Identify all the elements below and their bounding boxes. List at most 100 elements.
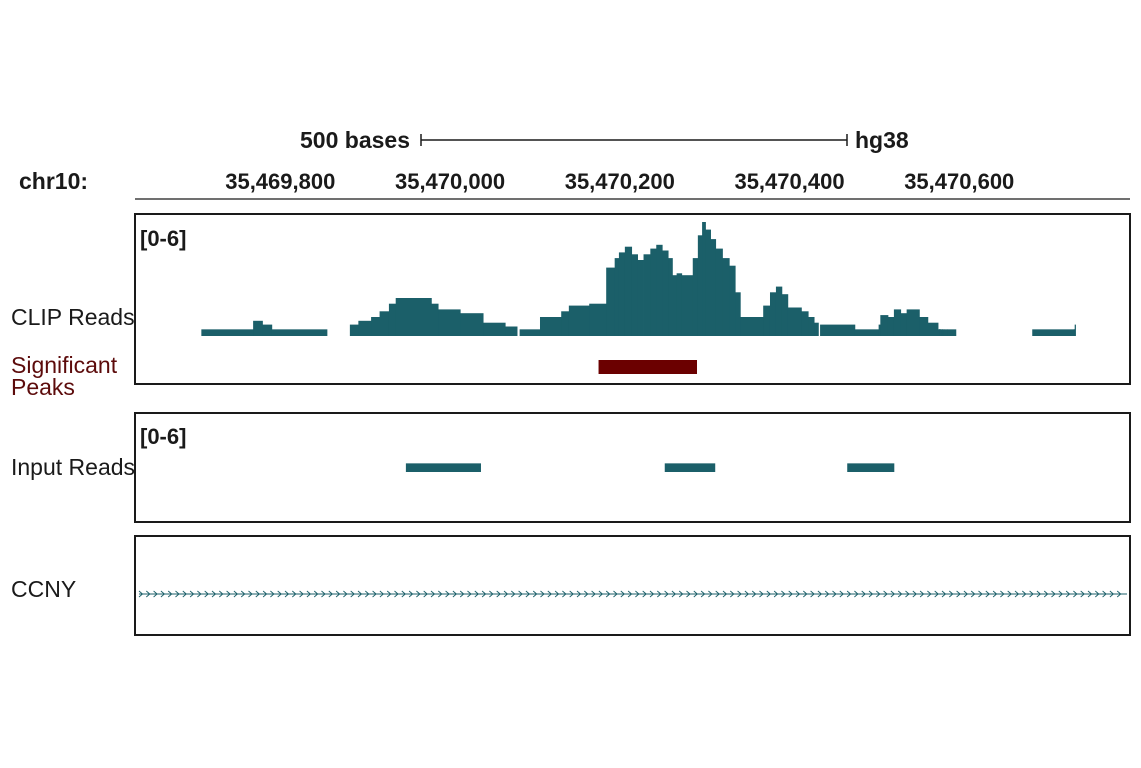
strand-arrow bbox=[240, 590, 246, 598]
strand-arrow bbox=[949, 590, 954, 598]
clip-coverage-bar bbox=[201, 329, 254, 336]
strand-arrow bbox=[963, 590, 969, 598]
strand-arrow bbox=[1073, 590, 1078, 598]
strand-arrow bbox=[817, 590, 823, 598]
strand-arrow bbox=[335, 590, 341, 598]
strand-arrow bbox=[146, 590, 151, 598]
strand-arrow bbox=[292, 590, 297, 598]
strand-arrow bbox=[255, 590, 260, 598]
strand-arrow bbox=[824, 590, 830, 598]
clip-coverage-bar bbox=[854, 329, 880, 336]
strand-arrow bbox=[876, 590, 881, 598]
strand-arrow bbox=[189, 590, 195, 598]
strand-arrow bbox=[357, 590, 363, 598]
clip-coverage-bar bbox=[349, 324, 359, 336]
strand-arrow bbox=[175, 590, 180, 598]
clip-coverage-bar bbox=[763, 305, 771, 336]
clip-coverage-bar bbox=[906, 309, 920, 336]
clip-coverage-bar bbox=[715, 248, 723, 336]
strand-arrow bbox=[365, 590, 370, 598]
clip-range-label: [0-6] bbox=[140, 226, 186, 251]
strand-arrow bbox=[299, 590, 304, 598]
clip-coverage-bar bbox=[781, 294, 789, 336]
clip-coverage-bar bbox=[662, 250, 669, 336]
strand-arrow bbox=[722, 590, 728, 598]
clip-coverage-bar bbox=[519, 329, 541, 336]
strand-arrow bbox=[489, 590, 494, 598]
strand-arrow bbox=[153, 590, 158, 598]
strand-arrow bbox=[138, 590, 144, 598]
strand-arrow bbox=[167, 590, 173, 598]
strand-arrow bbox=[1029, 590, 1034, 598]
strand-arrow bbox=[1087, 590, 1093, 598]
strand-arrow bbox=[569, 590, 574, 598]
strand-arrow bbox=[430, 590, 436, 598]
strand-arrow bbox=[211, 590, 217, 598]
input-track-label: Input Reads bbox=[11, 454, 135, 480]
strand-arrow bbox=[204, 590, 209, 598]
strand-arrow bbox=[503, 590, 509, 598]
clip-coverage-bar bbox=[1073, 329, 1076, 336]
strand-arrow bbox=[627, 590, 633, 598]
clip-coverage-bar bbox=[271, 329, 328, 336]
strand-arrow bbox=[248, 590, 253, 598]
strand-arrow bbox=[160, 590, 166, 598]
strand-arrow bbox=[343, 590, 348, 598]
strand-arrow bbox=[715, 590, 720, 598]
gene-strand-arrows bbox=[138, 590, 1122, 598]
clip-coverage-bar bbox=[801, 311, 809, 336]
clip-coverage-bar bbox=[676, 273, 683, 336]
strand-arrow bbox=[306, 590, 312, 598]
strand-arrow bbox=[861, 590, 866, 598]
strand-arrow bbox=[605, 590, 611, 598]
input-coverage-bar bbox=[664, 463, 716, 472]
clip-coverage-bar bbox=[624, 246, 633, 336]
clip-coverage-bar bbox=[927, 322, 939, 336]
clip-coverage-bar bbox=[505, 326, 518, 336]
clip-coverage-bar bbox=[947, 329, 957, 336]
gene-track-label: CCNY bbox=[11, 576, 76, 602]
scale-bar-label: 500 bases bbox=[300, 127, 410, 153]
strand-arrow bbox=[934, 590, 939, 598]
clip-coverage-bar bbox=[631, 254, 638, 336]
strand-arrow bbox=[678, 590, 684, 598]
strand-arrow bbox=[423, 590, 428, 598]
strand-arrow bbox=[321, 590, 326, 598]
strand-arrow bbox=[386, 590, 392, 598]
clip-coverage-bar bbox=[941, 329, 943, 336]
strand-arrow bbox=[379, 590, 385, 598]
clip-coverage-bar bbox=[938, 329, 940, 336]
strand-arrow bbox=[284, 590, 290, 598]
strand-arrow bbox=[372, 590, 377, 598]
strand-arrow bbox=[459, 590, 465, 598]
tick-label: 35,470,000 bbox=[395, 169, 505, 194]
peaks-track-label-line2: Peaks bbox=[11, 374, 75, 400]
strand-arrow bbox=[562, 590, 567, 598]
gene-track-frame bbox=[134, 535, 1131, 636]
clip-coverage-bar bbox=[808, 317, 815, 336]
clip-coverage-bar bbox=[643, 254, 651, 336]
strand-arrow bbox=[766, 590, 771, 598]
clip-coverage-bar bbox=[668, 258, 673, 336]
clip-coverage-bar bbox=[561, 311, 570, 336]
strand-arrow bbox=[912, 590, 917, 598]
strand-arrow bbox=[708, 590, 713, 598]
strand-arrow bbox=[226, 590, 231, 598]
strand-arrow bbox=[788, 590, 793, 598]
clip-coverage-bar bbox=[483, 322, 506, 336]
strand-arrow bbox=[897, 590, 903, 598]
strand-arrow bbox=[1109, 590, 1115, 598]
strand-arrow bbox=[328, 590, 333, 598]
strand-arrow bbox=[1051, 590, 1056, 598]
strand-arrow bbox=[554, 590, 560, 598]
strand-arrow bbox=[182, 590, 187, 598]
strand-arrow bbox=[313, 590, 319, 598]
strand-arrow bbox=[1022, 590, 1027, 598]
clip-coverage-bar bbox=[637, 260, 644, 336]
clip-coverage-bar bbox=[820, 324, 856, 336]
clip-coverage-bar bbox=[568, 305, 590, 336]
strand-arrow bbox=[1036, 590, 1042, 598]
strand-arrow bbox=[927, 590, 932, 598]
strand-arrow bbox=[445, 590, 450, 598]
clip-coverage-bar bbox=[379, 311, 390, 336]
